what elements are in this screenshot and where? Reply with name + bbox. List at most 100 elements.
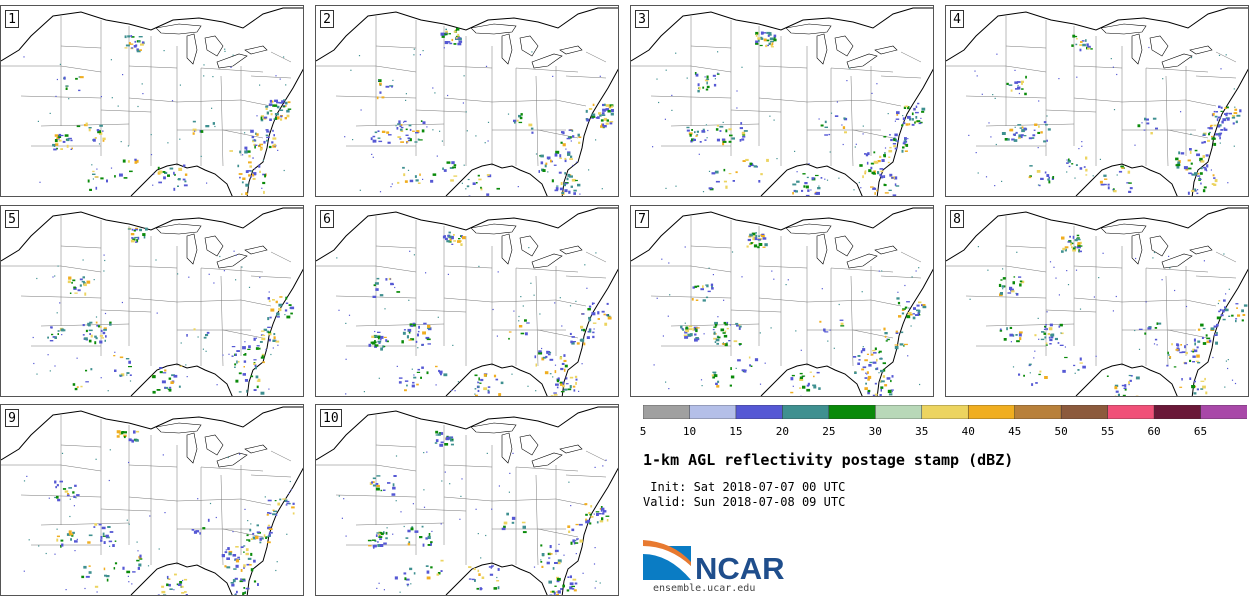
- echo-cell: [53, 145, 56, 147]
- echo-cell: [524, 319, 527, 322]
- echo-cell: [715, 338, 720, 342]
- echo-cell: [109, 449, 111, 451]
- echo-cell: [246, 563, 250, 566]
- echo-cell: [445, 436, 449, 439]
- echo-cell: [1009, 326, 1013, 329]
- echo-cell: [283, 99, 286, 101]
- echo-cell: [281, 100, 285, 103]
- echo-cell: [54, 553, 56, 555]
- echo-cell: [602, 108, 606, 112]
- echo-cell: [551, 179, 554, 183]
- echo-cell: [1148, 326, 1152, 329]
- echo-cell: [1205, 154, 1209, 157]
- echo-cell: [1128, 381, 1130, 385]
- echo-cell: [711, 286, 713, 288]
- echo-cell: [471, 578, 475, 581]
- echo-cell: [105, 335, 107, 338]
- echo-cell: [1024, 92, 1027, 96]
- echo-cell: [377, 541, 379, 543]
- echo-cell: [127, 35, 131, 38]
- echo-cell: [1178, 151, 1181, 155]
- echo-cell: [602, 103, 605, 107]
- echo-cell: [552, 75, 554, 77]
- echo-cell: [703, 333, 705, 335]
- echo-cell: [272, 129, 274, 132]
- echo-cell: [1216, 324, 1219, 326]
- echo-cell: [1075, 43, 1078, 46]
- echo-cell: [1044, 325, 1047, 328]
- echo-cell: [770, 46, 774, 48]
- echo-cell: [562, 584, 565, 588]
- echo-cell: [143, 235, 146, 239]
- echo-cell: [864, 377, 868, 379]
- echo-cell: [1197, 361, 1201, 364]
- echo-cell: [286, 315, 291, 319]
- echo-cell: [182, 178, 186, 181]
- echo-cell: [478, 265, 480, 267]
- echo-cell: [249, 528, 252, 532]
- echo-cell: [1177, 161, 1180, 165]
- echo-cell: [490, 567, 492, 569]
- echo-cell: [698, 153, 700, 155]
- echo-cell: [183, 184, 188, 187]
- echo-cell: [896, 113, 899, 116]
- echo-cell: [376, 484, 380, 488]
- echo-cell: [815, 174, 819, 177]
- echo-cell: [735, 322, 739, 325]
- echo-cell: [1072, 247, 1076, 250]
- forecast-panel-1: 1: [0, 5, 304, 197]
- echo-cell: [801, 189, 804, 192]
- echo-cell: [1121, 167, 1125, 169]
- echo-cell: [768, 42, 772, 45]
- echo-cell: [1222, 118, 1227, 122]
- echo-cell: [1090, 48, 1093, 50]
- echo-cell: [858, 359, 861, 361]
- echo-cell: [406, 384, 408, 387]
- echo-cell: [246, 534, 249, 537]
- echo-cell: [917, 312, 920, 315]
- echo-cell: [579, 539, 583, 543]
- echo-cell: [500, 381, 504, 385]
- echo-cell: [1202, 189, 1206, 193]
- echo-cell: [907, 115, 911, 119]
- echo-cell: [584, 503, 588, 506]
- echo-cell: [248, 286, 251, 288]
- echo-cell: [1168, 255, 1170, 257]
- echo-cell: [54, 139, 58, 142]
- echo-cell: [864, 387, 868, 390]
- echo-cell: [559, 383, 563, 386]
- echo-cell: [828, 133, 831, 136]
- echo-cell: [902, 122, 906, 125]
- echo-cell: [1200, 182, 1202, 185]
- echo-cell: [1037, 317, 1039, 319]
- echo-cell: [66, 138, 70, 142]
- echo-cell: [994, 97, 996, 99]
- echo-cell: [1067, 241, 1071, 243]
- echo-cell: [1208, 133, 1210, 136]
- echo-cell: [753, 165, 758, 168]
- echo-cell: [183, 578, 188, 581]
- echo-cell: [1148, 46, 1150, 49]
- echo-cell: [1171, 343, 1173, 346]
- echo-cell: [72, 279, 76, 282]
- echo-cell: [173, 589, 175, 591]
- echo-cell: [726, 321, 729, 324]
- reflectivity-map-8: [946, 207, 1248, 396]
- echo-cell: [261, 355, 264, 358]
- echo-cell: [1184, 362, 1188, 365]
- echo-cell: [708, 170, 711, 172]
- echo-cell: [909, 313, 913, 316]
- echo-cell: [1169, 267, 1171, 269]
- echo-cell: [668, 262, 670, 264]
- echo-cell: [904, 343, 908, 346]
- echo-cell: [896, 297, 900, 300]
- echo-cell: [89, 188, 92, 191]
- echo-cell: [186, 334, 188, 337]
- echo-cell: [705, 88, 709, 91]
- echo-cell: [235, 379, 239, 383]
- echo-cell: [1058, 294, 1060, 296]
- echo-cell: [806, 388, 811, 392]
- echo-cell: [575, 161, 578, 163]
- echo-cell: [566, 177, 569, 181]
- echo-cell: [247, 557, 252, 560]
